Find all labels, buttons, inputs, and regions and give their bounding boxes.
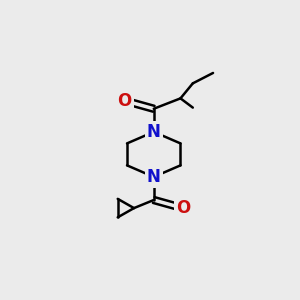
Text: O: O xyxy=(118,92,132,110)
Text: N: N xyxy=(147,168,161,186)
Text: O: O xyxy=(176,199,190,217)
Text: N: N xyxy=(147,123,161,141)
